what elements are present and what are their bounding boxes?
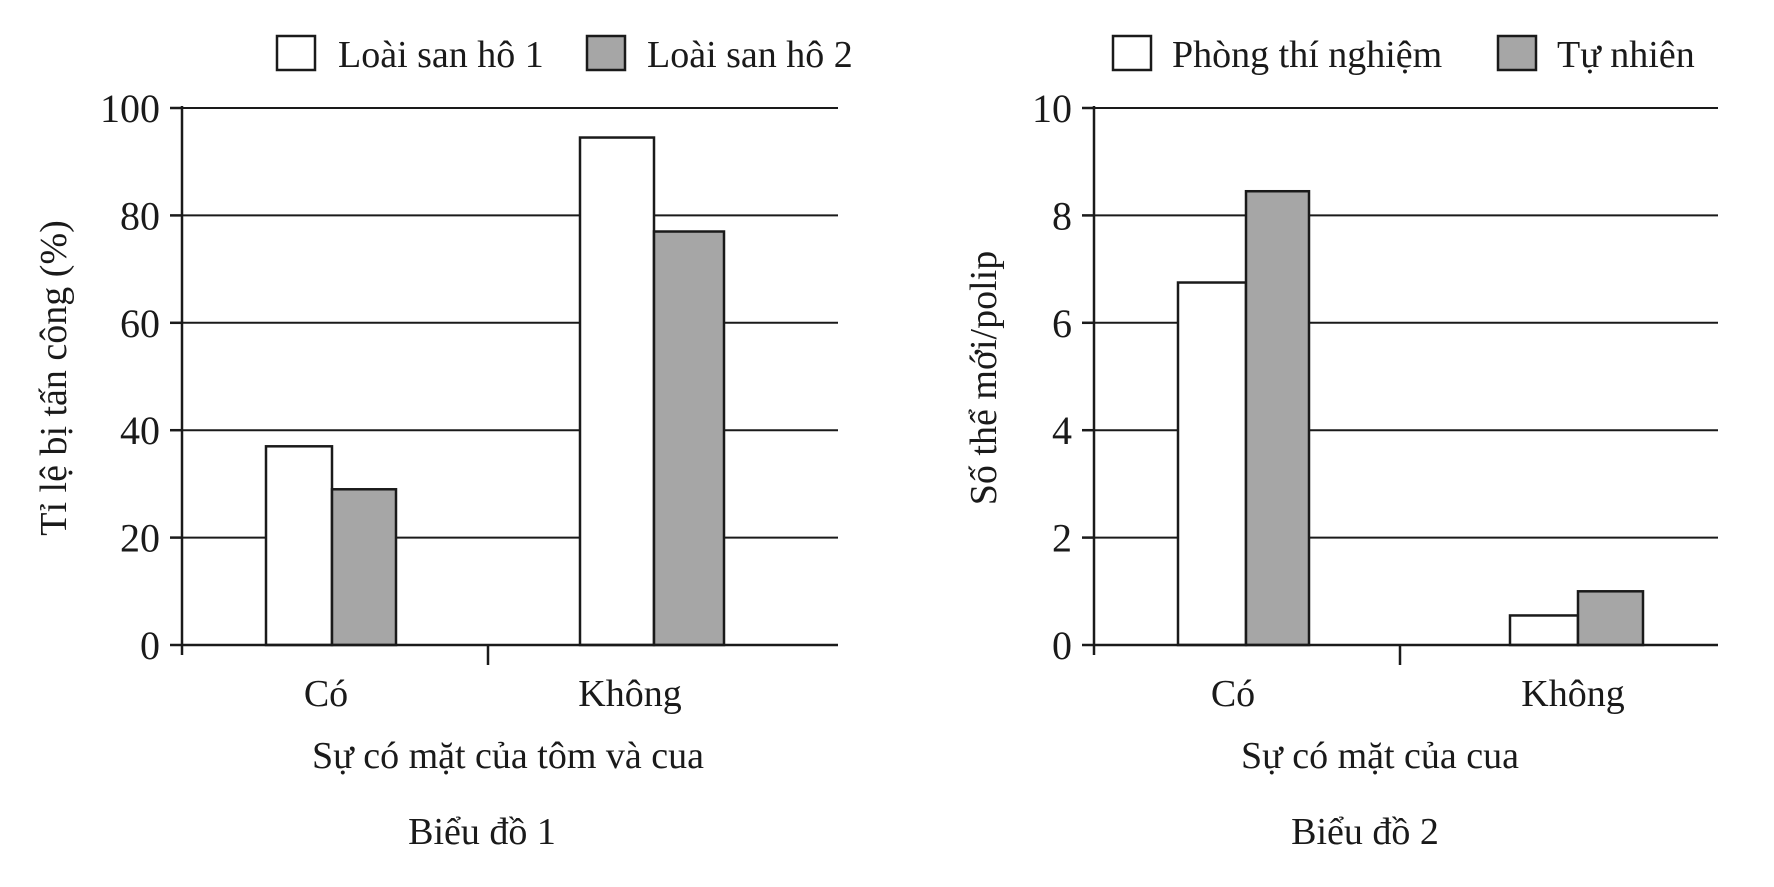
chart-2-bar-series-2-khong xyxy=(1576,590,1645,647)
chart-1-bar-series-1-co xyxy=(264,445,334,647)
legend-label-loai-san-ho-2: Loài san hô 2 xyxy=(647,34,853,76)
chart-2-y-tick-label-6: 6 xyxy=(1052,301,1072,346)
chart-1-gridlines xyxy=(182,107,838,539)
chart-1-caption: Biểu đồ 1 xyxy=(408,811,556,853)
legend-swatch-tu-nhien xyxy=(1496,34,1538,72)
chart-2-bar-series-1-co xyxy=(1176,281,1248,647)
chart-2-x-axis-label: Sự có mặt của cua xyxy=(1241,735,1519,777)
chart-1: Loài san hô 1 Loài san hô 2 0 20 40 60 80 100… xyxy=(33,34,853,853)
legend-swatch-loai-san-ho-2 xyxy=(585,34,627,72)
chart-1-x-axis-label: Sự có mặt của tôm và cua xyxy=(312,735,704,777)
chart-2-y-axis-label: Số thể mới/polip xyxy=(963,251,1005,505)
legend-label-tu-nhien: Tự nhiên xyxy=(1557,34,1695,76)
chart-1-y-axis-label: Tỉ lệ bị tấn công (%) xyxy=(33,220,75,536)
chart-2-y-tick-labels: 0 2 4 6 8 10 xyxy=(1032,86,1072,668)
chart-1-legend: Loài san hô 1 Loài san hô 2 xyxy=(275,34,853,76)
chart-2-y-tick-label-4: 4 xyxy=(1052,408,1072,453)
legend-swatch-loai-san-ho-1 xyxy=(275,34,317,72)
chart-2-y-tick-label-10: 10 xyxy=(1032,86,1072,131)
chart-2: Phòng thí nghiệm Tự nhiên 0 2 4 6 8 10 Có Khô… xyxy=(963,34,1718,853)
legend-swatch-phong-thi-nghiem xyxy=(1111,34,1153,72)
chart-2-bars xyxy=(1176,189,1645,647)
chart-2-axes xyxy=(1082,106,1718,665)
chart-1-y-tick-label-80: 80 xyxy=(120,193,160,238)
chart-2-category-label-khong: Không xyxy=(1521,673,1624,715)
chart-1-y-tick-label-20: 20 xyxy=(120,516,160,561)
chart-1-bars xyxy=(264,136,726,647)
chart-1-y-tick-label-40: 40 xyxy=(120,408,160,453)
chart-1-y-tick-label-100: 100 xyxy=(100,86,160,131)
legend-label-phong-thi-nghiem: Phòng thí nghiệm xyxy=(1172,34,1442,76)
chart-1-y-tick-labels: 0 20 40 60 80 100 xyxy=(100,86,160,668)
chart-2-bar-series-1-khong xyxy=(1508,614,1580,647)
chart-2-y-tick-label-0: 0 xyxy=(1052,623,1072,668)
chart-1-axes xyxy=(170,106,838,665)
chart-2-legend: Phòng thí nghiệm Tự nhiên xyxy=(1111,34,1695,76)
chart-1-y-tick-label-60: 60 xyxy=(120,301,160,346)
chart-1-bar-series-1-khong xyxy=(578,136,656,647)
chart-1-category-label-khong: Không xyxy=(578,673,681,715)
chart-1-category-label-co: Có xyxy=(304,673,348,715)
chart-2-y-tick-label-8: 8 xyxy=(1052,193,1072,238)
chart-1-bar-series-2-co xyxy=(330,488,398,647)
chart-2-bar-series-2-co xyxy=(1244,189,1311,647)
legend-label-loai-san-ho-1: Loài san hô 1 xyxy=(338,34,544,76)
chart-2-category-label-co: Có xyxy=(1211,673,1255,715)
chart-1-y-tick-label-0: 0 xyxy=(140,623,160,668)
chart-1-bar-series-2-khong xyxy=(652,230,726,647)
chart-2-caption: Biểu đồ 2 xyxy=(1291,811,1439,853)
chart-2-y-tick-label-2: 2 xyxy=(1052,516,1072,561)
